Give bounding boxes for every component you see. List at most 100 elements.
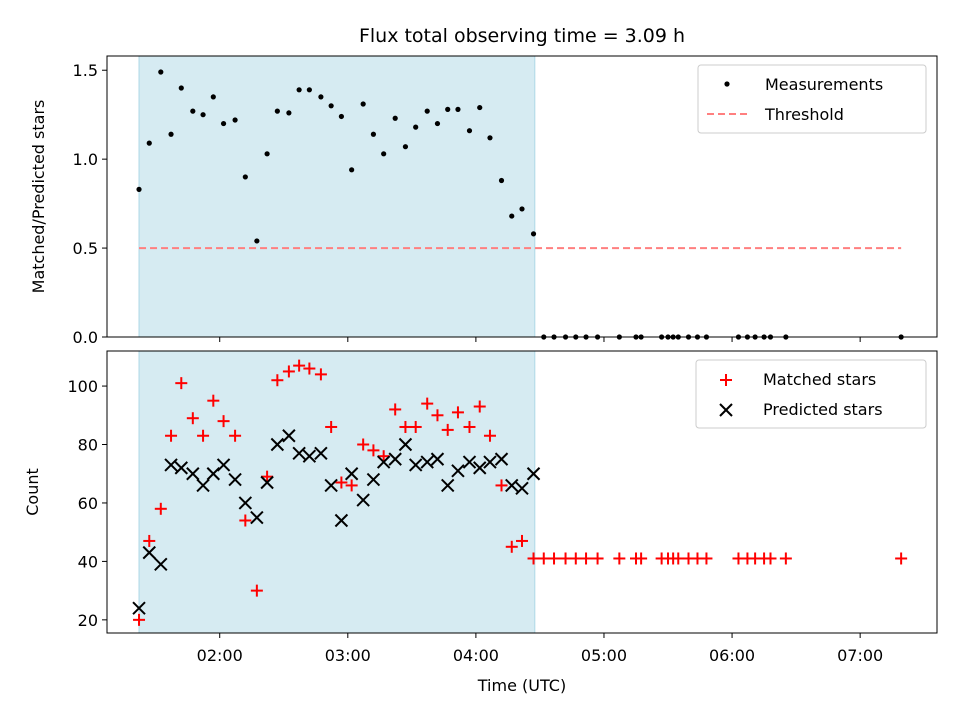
matched-star-marker [764, 552, 777, 565]
predicted-star-marker [526, 467, 541, 481]
matched-star-marker [613, 552, 626, 565]
predicted-star-marker [398, 437, 413, 452]
measurement-point [413, 124, 419, 130]
measurement-point [286, 110, 292, 116]
predicted-star-marker [430, 452, 445, 466]
predicted-star-marker [186, 467, 200, 481]
predicted-star-marker [292, 446, 306, 460]
matched-star-marker [421, 397, 434, 410]
predicted-star-marker [238, 496, 253, 510]
measurement-point [498, 177, 505, 184]
measurement-point [274, 108, 280, 114]
predicted-star-marker [334, 513, 349, 528]
matched-star-marker [154, 502, 167, 515]
predicted-star-marker [302, 449, 317, 463]
measurement-point [306, 87, 312, 93]
measurement-point [530, 231, 537, 237]
matched-star-marker [143, 534, 156, 547]
matched-star-marker [239, 514, 252, 527]
measurement-point [328, 103, 334, 109]
measurement-point [168, 131, 174, 137]
matched-star-marker [314, 368, 327, 381]
predicted-legend-label: Predicted stars [763, 400, 883, 419]
predicted-stars-points [132, 429, 541, 615]
predicted-star-marker [260, 475, 274, 490]
bottom-legend-box [695, 359, 927, 429]
bottom-x-ticks: 02:00 03:00 04:00 05:00 06:00 07:00 [197, 633, 883, 665]
measurement-point [232, 117, 238, 123]
matched-star-marker [779, 552, 792, 565]
measurement-point [242, 174, 248, 180]
measurement-point [296, 87, 302, 93]
matched-star-marker [165, 429, 178, 442]
predicted-star-marker [282, 429, 296, 443]
measurement-point [349, 167, 355, 173]
matched-legend-marker [720, 374, 732, 386]
matched-star-marker [325, 420, 338, 433]
threshold-legend-label: Threshold [764, 105, 844, 124]
matched-star-marker [591, 552, 604, 565]
measurement-points [136, 69, 904, 340]
top-legend: Measurements Threshold [697, 64, 927, 134]
matched-star-marker [175, 377, 188, 390]
matched-star-marker [463, 420, 476, 433]
predicted-star-marker [366, 472, 381, 487]
measurement-point [402, 144, 409, 150]
bottom-shaded-span [138, 350, 536, 634]
predicted-star-marker [196, 478, 210, 493]
matched-star-marker [197, 429, 210, 442]
x-axis-label: Time (UTC) [477, 676, 566, 695]
matched-star-marker [505, 540, 518, 553]
matched-stars-points [133, 359, 908, 626]
measurement-point [220, 120, 227, 127]
predicted-star-marker [462, 455, 477, 469]
y-tick-label: 0.5 [73, 239, 98, 258]
matched-star-marker [229, 429, 242, 442]
matched-star-marker [527, 552, 540, 565]
measurement-point [254, 238, 260, 244]
y-tick-label: 40 [78, 552, 98, 571]
predicted-star-marker [420, 455, 434, 469]
predicted-star-marker [174, 461, 188, 475]
matched-star-marker [303, 362, 316, 375]
predicted-star-marker [132, 601, 146, 615]
matched-star-marker [282, 365, 295, 378]
measurement-point [146, 140, 152, 146]
matched-star-marker [399, 420, 412, 433]
measurement-point [318, 94, 324, 100]
matched-star-marker [451, 406, 464, 419]
matched-star-marker [700, 552, 713, 565]
predicted-star-marker [270, 437, 285, 452]
bottom-y-axis-label: Count [23, 468, 42, 516]
matched-star-marker [569, 552, 582, 565]
predicted-star-marker [505, 478, 519, 493]
predicted-star-marker [441, 478, 455, 493]
top-legend-box [697, 64, 927, 134]
matched-star-marker [483, 429, 496, 442]
measurement-point [455, 106, 461, 112]
measurement-point [466, 128, 473, 134]
matched-star-marker [495, 479, 508, 492]
predicted-star-marker [314, 446, 328, 460]
predicted-star-marker [250, 510, 264, 525]
top-x-ticks [219, 337, 861, 342]
y-tick-label: 100 [67, 377, 98, 396]
x-tick-label: 04:00 [453, 646, 499, 665]
predicted-legend-marker [719, 403, 733, 417]
matched-star-marker [250, 584, 263, 597]
y-tick-label: 60 [78, 494, 98, 513]
matched-star-marker [409, 420, 422, 433]
measurement-point [445, 106, 451, 112]
predicted-star-marker [142, 545, 156, 560]
x-tick-label: 02:00 [197, 646, 243, 665]
predicted-star-marker [473, 461, 487, 475]
bottom-shade-rect [138, 350, 536, 634]
matched-star-marker [335, 476, 348, 489]
matched-star-marker [293, 359, 306, 372]
predicted-star-marker [376, 455, 391, 469]
matched-star-marker [441, 423, 454, 436]
y-tick-label: 20 [78, 611, 98, 630]
matched-star-marker [672, 552, 685, 565]
predicted-star-marker [206, 467, 221, 481]
